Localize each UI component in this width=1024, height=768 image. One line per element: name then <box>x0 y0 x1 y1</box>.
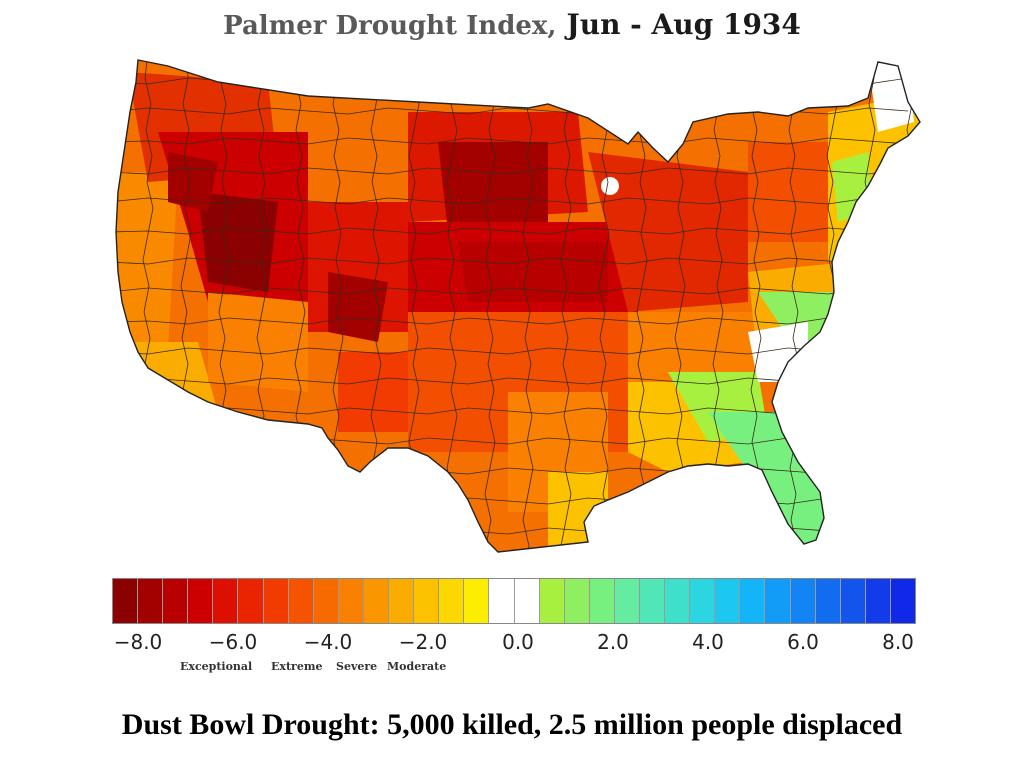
legend-swatch <box>263 579 289 623</box>
region-new-mexico <box>338 352 408 432</box>
legend-category-label: Extreme <box>271 660 323 673</box>
legend-swatch <box>539 579 565 623</box>
region-mid-south <box>628 312 768 382</box>
legend-swatch <box>815 579 841 623</box>
region-white-patch <box>748 322 808 382</box>
region-kansas-core <box>458 242 608 302</box>
drought-map <box>108 52 928 572</box>
region-texas-south <box>548 472 608 552</box>
region-great-lakes-east <box>748 142 828 242</box>
map-regions <box>116 60 920 552</box>
division-border-line <box>108 558 908 564</box>
legend-tick-label: 0.0 <box>502 630 534 654</box>
legend-swatch <box>213 579 239 623</box>
division-border-line <box>116 377 909 385</box>
division-border-line <box>116 257 909 265</box>
division-border-line <box>116 227 909 235</box>
legend-category-label: Moderate <box>387 660 447 673</box>
legend-swatch <box>614 579 640 623</box>
legend-swatch <box>313 579 339 623</box>
legend-tick-label: 8.0 <box>882 630 914 654</box>
legend-swatch <box>890 579 915 623</box>
legend-tick-label: 6.0 <box>787 630 819 654</box>
region-colorado-core <box>328 272 388 342</box>
legend-swatch <box>740 579 766 623</box>
division-border-line <box>560 60 572 552</box>
legend-swatch <box>414 579 440 623</box>
division-border-line <box>116 197 909 205</box>
division-border-line <box>116 317 909 325</box>
division-border-line <box>522 60 534 552</box>
legend-swatch <box>765 579 791 623</box>
division-border-line <box>116 407 909 415</box>
legend-swatch <box>865 579 891 623</box>
title-period: Jun - Aug 1934 <box>566 8 801 41</box>
legend-tick-label: −4.0 <box>303 630 353 654</box>
division-border-line <box>116 287 909 295</box>
region-great-basin-core <box>198 192 278 292</box>
legend-swatch <box>288 579 314 623</box>
legend-swatch <box>188 579 214 623</box>
map-title: Palmer Drought Index, Jun - Aug 1934 <box>0 8 1024 41</box>
division-border-line <box>788 60 800 552</box>
legend-swatch <box>113 579 139 623</box>
legend-swatch <box>238 579 264 623</box>
legend-swatch <box>338 579 364 623</box>
legend-swatch <box>639 579 666 623</box>
legend-swatch <box>439 579 465 623</box>
region-lake-michigan-patch <box>601 177 619 195</box>
legend-swatch <box>589 579 615 623</box>
legend-swatch <box>840 579 866 623</box>
title-main: Palmer Drought Index, <box>223 11 557 41</box>
legend-swatch <box>690 579 716 623</box>
legend-swatch <box>464 579 490 623</box>
legend-category-label: Exceptional <box>180 660 253 673</box>
legend-tick-label: −8.0 <box>113 630 163 654</box>
region-dakotas-core <box>438 142 548 232</box>
region-oregon-core <box>168 152 218 212</box>
legend-tick-label: 4.0 <box>692 630 724 654</box>
legend-swatch <box>715 579 741 623</box>
division-border-line <box>484 60 496 552</box>
division-border-line <box>116 137 909 145</box>
legend-color-bar <box>112 578 916 624</box>
legend-swatch <box>489 579 515 623</box>
caption: Dust Bowl Drought: 5,000 killed, 2.5 mil… <box>121 708 903 741</box>
legend-categories: Exceptional Extreme Severe Moderate <box>0 660 1024 678</box>
legend-tick-label: −6.0 <box>208 630 258 654</box>
region-midwest <box>588 152 748 312</box>
legend-swatch <box>665 579 691 623</box>
legend-ticks: −8.0 −6.0 −4.0 −2.0 0.0 2.0 4.0 6.0 8.0 <box>0 630 1024 660</box>
legend-swatch <box>363 579 390 623</box>
legend-swatch <box>138 579 164 623</box>
legend-category-label: Severe <box>336 660 378 673</box>
us-map-svg <box>108 59 921 564</box>
legend-swatch <box>514 579 540 623</box>
legend-tick-label: −2.0 <box>398 630 448 654</box>
legend-tick-label: 2.0 <box>597 630 629 654</box>
legend-swatch <box>564 579 590 623</box>
legend-swatch <box>163 579 189 623</box>
legend-swatch <box>389 579 415 623</box>
division-border-line <box>598 60 610 552</box>
division-border-line <box>116 347 909 355</box>
division-border-line <box>116 167 909 175</box>
region-west-coast <box>116 172 178 352</box>
legend-swatch <box>790 579 816 623</box>
